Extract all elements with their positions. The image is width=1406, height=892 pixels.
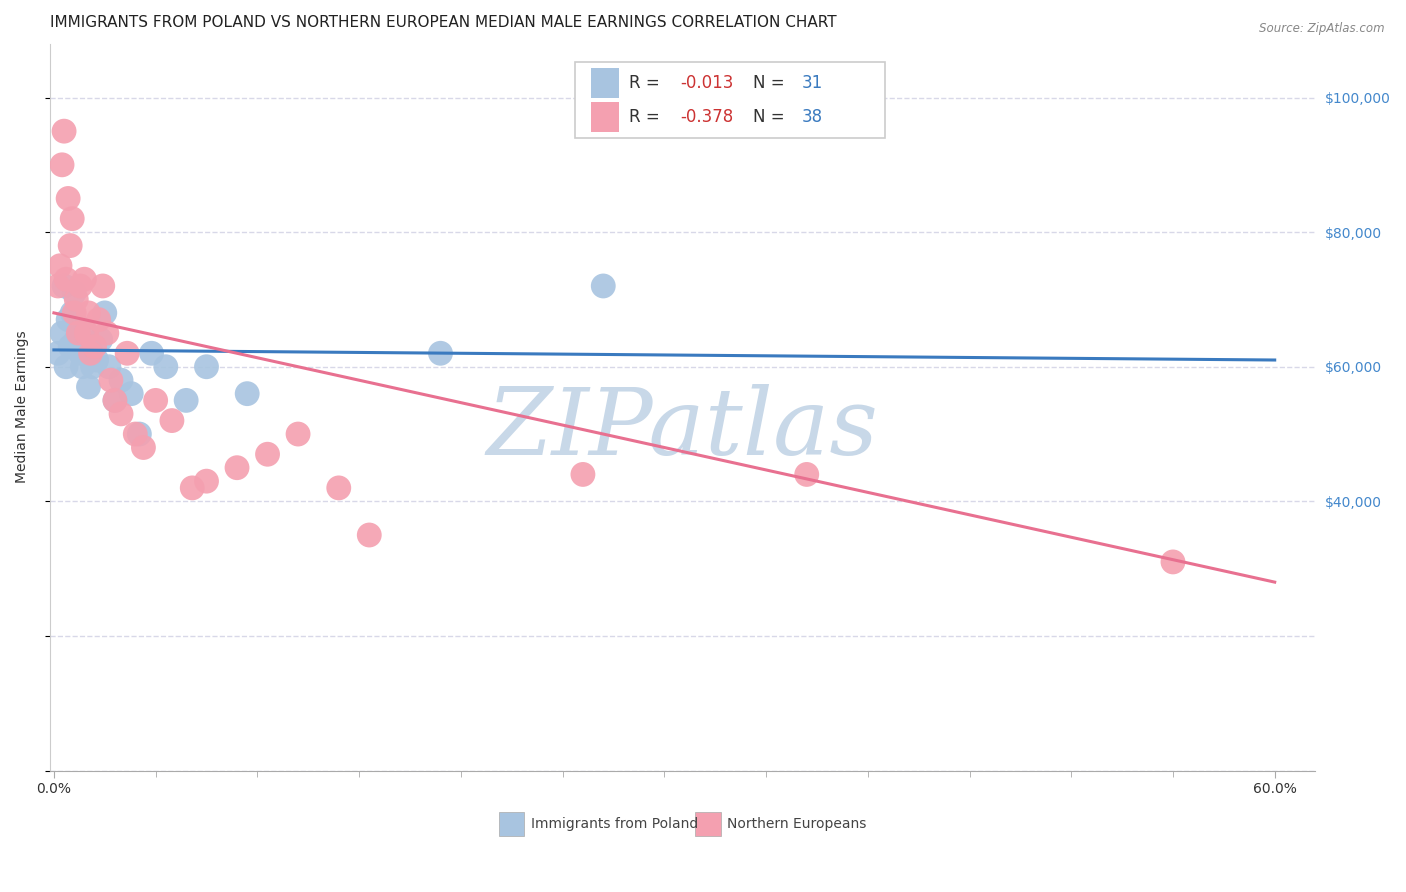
Point xyxy=(181,481,204,495)
Point xyxy=(56,312,79,326)
Text: IMMIGRANTS FROM POLAND VS NORTHERN EUROPEAN MEDIAN MALE EARNINGS CORRELATION CHA: IMMIGRANTS FROM POLAND VS NORTHERN EUROP… xyxy=(49,15,837,30)
Point xyxy=(90,333,112,347)
Point xyxy=(73,272,96,286)
Point xyxy=(592,279,614,293)
Point xyxy=(145,393,167,408)
Point xyxy=(429,346,451,360)
Point xyxy=(82,359,104,374)
Point xyxy=(79,340,101,354)
Point xyxy=(69,346,91,360)
Text: R =: R = xyxy=(630,74,665,92)
Point xyxy=(67,319,90,334)
Point xyxy=(96,326,118,340)
Point xyxy=(65,333,87,347)
Point xyxy=(63,285,86,300)
Point xyxy=(110,373,132,387)
Point xyxy=(195,474,218,488)
Point xyxy=(60,211,83,226)
Point xyxy=(46,346,69,360)
Text: -0.013: -0.013 xyxy=(681,74,734,92)
Point xyxy=(226,460,249,475)
Point xyxy=(51,326,73,340)
Point xyxy=(115,346,138,360)
Text: ZIPatlas: ZIPatlas xyxy=(486,384,879,474)
Point xyxy=(110,407,132,421)
Point xyxy=(120,386,142,401)
Text: Source: ZipAtlas.com: Source: ZipAtlas.com xyxy=(1260,22,1385,36)
Point xyxy=(155,359,177,374)
FancyBboxPatch shape xyxy=(499,812,524,836)
Point xyxy=(132,441,155,455)
Point xyxy=(287,427,309,442)
Point xyxy=(97,359,120,374)
Point xyxy=(83,340,105,354)
FancyBboxPatch shape xyxy=(696,812,721,836)
Text: Northern Europeans: Northern Europeans xyxy=(727,817,866,831)
Point xyxy=(104,393,127,408)
FancyBboxPatch shape xyxy=(592,68,619,98)
Point xyxy=(572,467,595,482)
Point xyxy=(359,528,381,542)
Point xyxy=(69,279,91,293)
Point xyxy=(59,340,82,354)
Point xyxy=(104,393,127,408)
Point xyxy=(236,386,259,401)
Text: 38: 38 xyxy=(801,108,823,126)
Point xyxy=(55,359,77,374)
Point xyxy=(75,326,97,340)
Point xyxy=(1161,555,1184,569)
Point xyxy=(53,279,76,293)
FancyBboxPatch shape xyxy=(575,62,886,138)
Text: -0.378: -0.378 xyxy=(681,108,734,126)
Point xyxy=(91,279,114,293)
Point xyxy=(174,393,197,408)
Point xyxy=(59,238,82,252)
Point xyxy=(328,481,350,495)
Text: Immigrants from Poland: Immigrants from Poland xyxy=(530,817,697,831)
Text: N =: N = xyxy=(754,108,790,126)
Point xyxy=(79,346,101,360)
Point xyxy=(67,326,90,340)
Point xyxy=(63,306,86,320)
Point xyxy=(49,259,72,273)
Point xyxy=(141,346,163,360)
Point xyxy=(77,306,100,320)
Text: R =: R = xyxy=(630,108,665,126)
Point xyxy=(72,359,94,374)
Point xyxy=(160,414,183,428)
Point xyxy=(77,380,100,394)
Point xyxy=(87,312,110,326)
Y-axis label: Median Male Earnings: Median Male Earnings xyxy=(15,331,30,483)
Point xyxy=(53,124,76,138)
Point xyxy=(256,447,278,461)
Text: N =: N = xyxy=(754,74,790,92)
Point xyxy=(124,427,146,442)
Point xyxy=(100,373,122,387)
FancyBboxPatch shape xyxy=(592,102,619,132)
Point xyxy=(75,326,97,340)
Point xyxy=(128,427,150,442)
Point xyxy=(56,192,79,206)
Point xyxy=(86,353,108,368)
Point xyxy=(46,279,69,293)
Point xyxy=(796,467,818,482)
Point xyxy=(65,293,87,307)
Text: 31: 31 xyxy=(801,74,823,92)
Point xyxy=(94,306,117,320)
Point xyxy=(55,272,77,286)
Point xyxy=(60,306,83,320)
Point xyxy=(195,359,218,374)
Point xyxy=(51,158,73,172)
